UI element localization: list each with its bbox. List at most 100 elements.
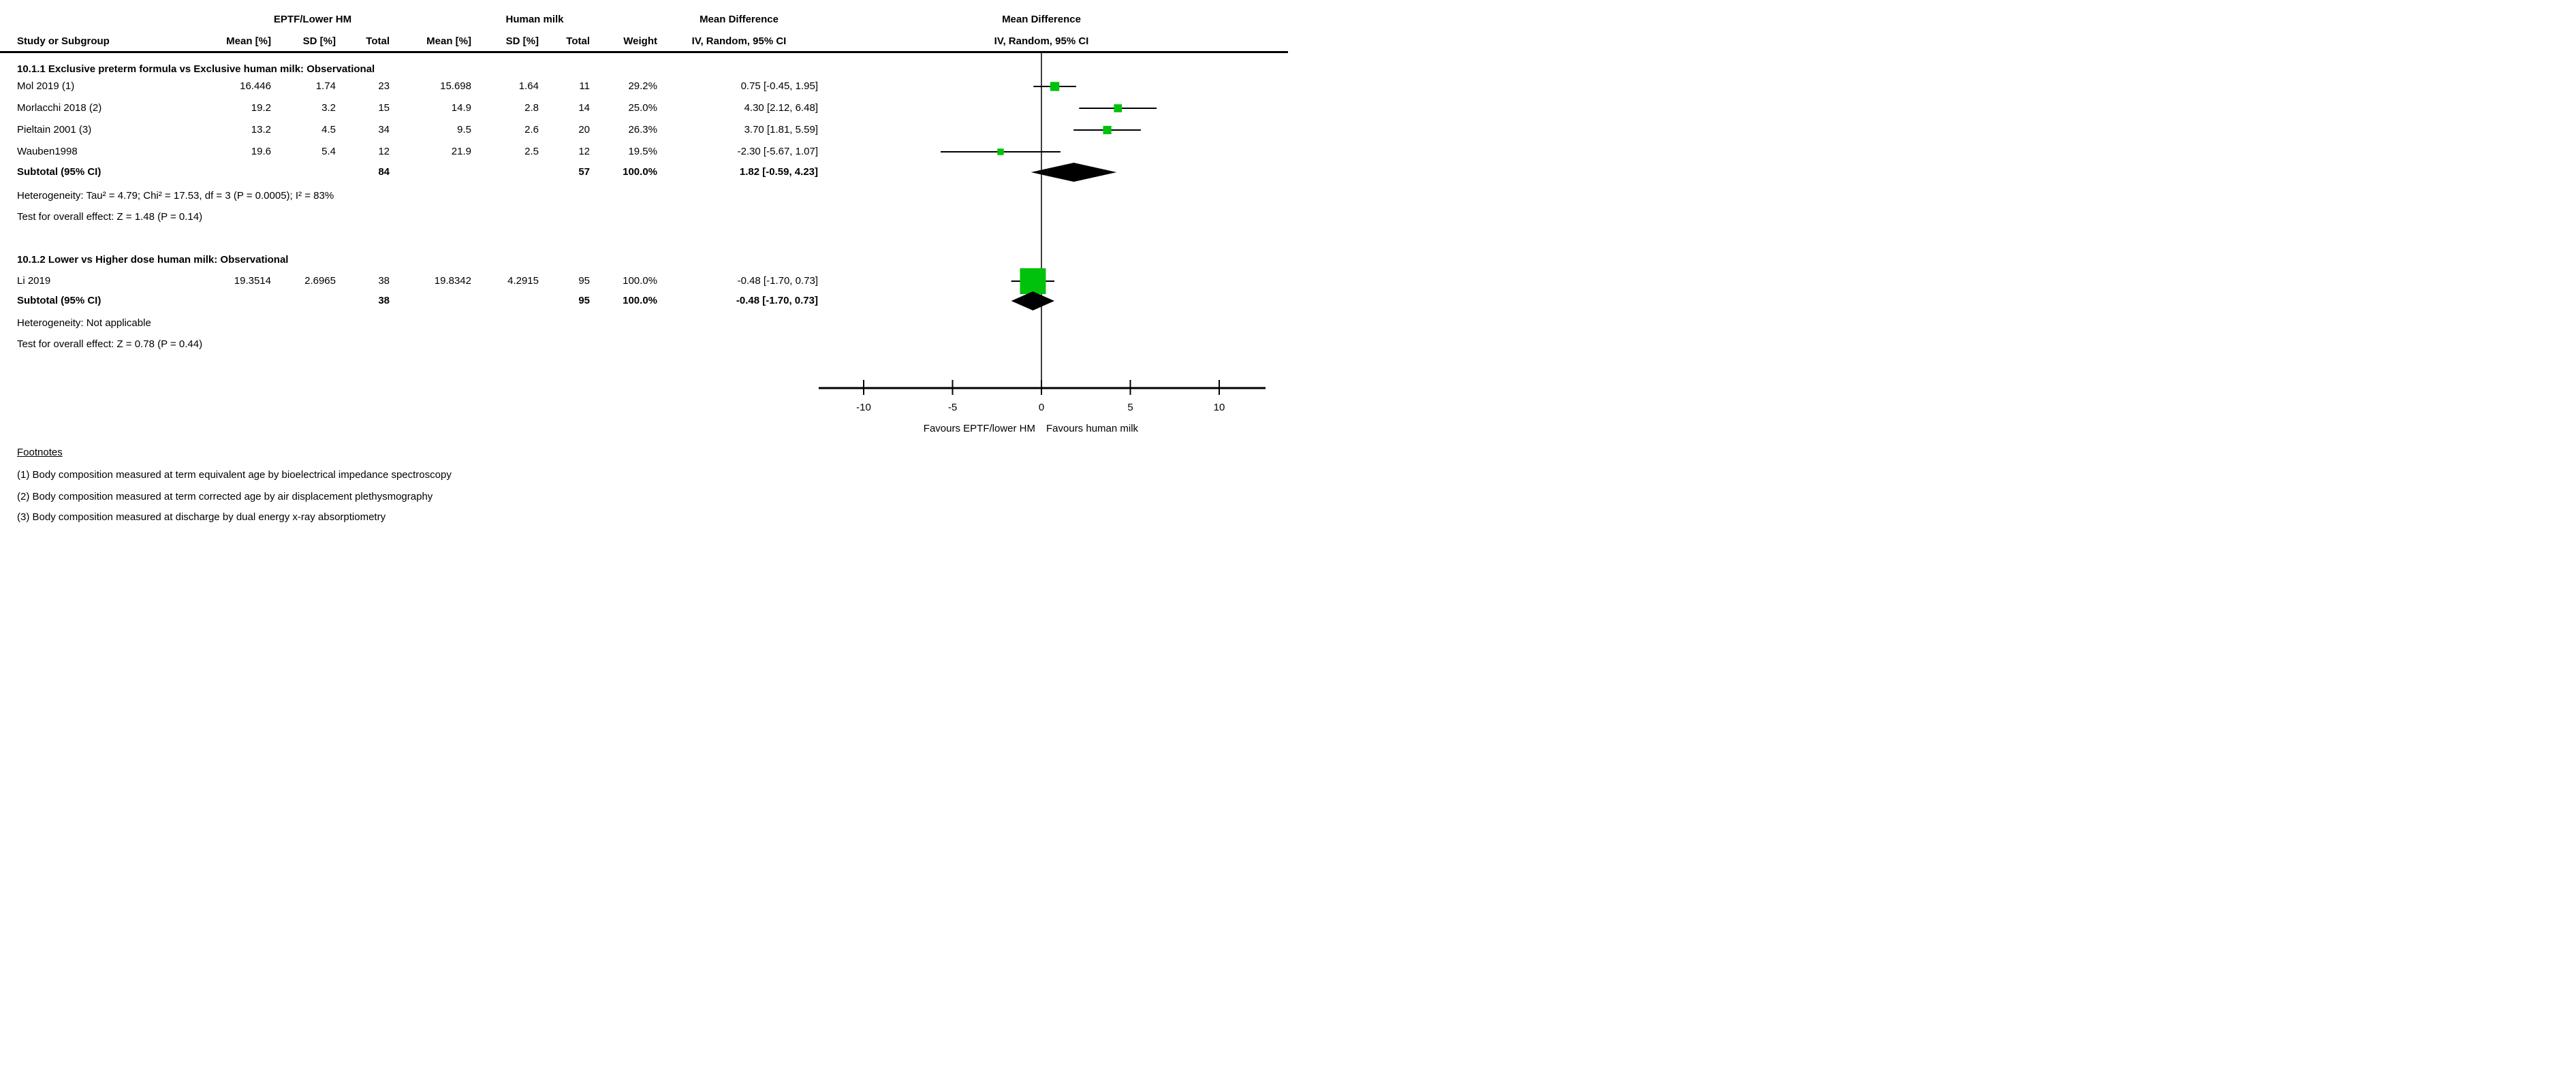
overall-effect-row: Test for overall effect: Z = 0.78 (P = 0…: [0, 338, 1288, 351]
header-divider-line: [0, 51, 1288, 53]
effect-header: Mean Difference: [700, 14, 779, 25]
total2-value: 20: [578, 124, 590, 135]
col-header-ci: IV, Random, 95% CI: [691, 35, 787, 47]
effect-square: [1103, 125, 1112, 135]
overall-effect-row: Test for overall effect: Z = 1.48 (P = 0…: [0, 210, 1288, 224]
total1-value: 38: [378, 275, 390, 287]
sd1-value: 4.5: [321, 124, 336, 135]
mean1-value: 19.2: [251, 102, 271, 114]
col-header-study: Study or Subgroup: [17, 35, 110, 47]
subtotal-row: Subtotal (95% CI) 84 57 100.0% 1.82 [-0.…: [0, 165, 1288, 179]
sd2-value: 4.2915: [507, 275, 539, 287]
tick-label: 0: [1039, 402, 1044, 413]
forest-plot-figure: EPTF/Lower HM Human milk Mean Difference…: [0, 0, 1288, 538]
sd1-value: 3.2: [321, 102, 336, 114]
subtotal-label: Subtotal (95% CI): [17, 295, 101, 306]
footnote-row: (1) Body composition measured at term eq…: [0, 468, 1288, 482]
tick-label: 5: [1127, 402, 1133, 413]
study-row: Morlacchi 2018 (2) 19.2 3.2 15 14.9 2.8 …: [0, 101, 1288, 115]
tick-label: -5: [948, 402, 957, 413]
plot-header-line1: Mean Difference: [1002, 14, 1081, 25]
favours-left-label: Favours EPTF/lower HM: [924, 423, 1035, 434]
subtotal-diamond: [1031, 163, 1117, 182]
total1-value: 15: [378, 102, 390, 114]
footnote-row: (3) Body composition measured at dischar…: [0, 511, 1288, 524]
subtotal-total2: 95: [578, 295, 590, 306]
total1-value: 34: [378, 124, 390, 135]
heterogeneity-row: Heterogeneity: Not applicable: [0, 317, 1288, 330]
mean2-value: 14.9: [451, 102, 471, 114]
heterogeneity-row: Heterogeneity: Tau² = 4.79; Chi² = 17.53…: [0, 189, 1288, 203]
col-header-total2: Total: [566, 35, 590, 47]
footnotes-title: Footnotes: [17, 447, 63, 458]
study-row: Mol 2019 (1) 16.446 1.74 23 15.698 1.64 …: [0, 80, 1288, 93]
sd1-value: 2.6965: [304, 275, 336, 287]
subtotal-ci: -0.48 [-1.70, 0.73]: [736, 295, 818, 306]
footnotes-header-row: Footnotes: [0, 446, 1288, 460]
subtotal-row: Subtotal (95% CI) 38 95 100.0% -0.48 [-1…: [0, 294, 1288, 308]
sd2-value: 2.5: [524, 146, 539, 157]
sd1-value: 1.74: [315, 80, 336, 92]
subtotal-weight: 100.0%: [623, 166, 657, 178]
footnote-text: (2) Body composition measured at term co…: [17, 491, 433, 502]
weight-value: 100.0%: [623, 275, 657, 287]
weight-value: 26.3%: [628, 124, 657, 135]
section-title: 10.1.2 Lower vs Higher dose human milk: …: [17, 254, 289, 266]
col-header-mean2: Mean [%]: [426, 35, 471, 47]
effect-square: [1114, 104, 1122, 112]
col-header-weight: Weight: [623, 35, 657, 47]
total1-value: 12: [378, 146, 390, 157]
study-label: Li 2019: [17, 275, 51, 287]
sd1-value: 5.4: [321, 146, 336, 157]
mean1-value: 19.6: [251, 146, 271, 157]
study-label: Morlacchi 2018 (2): [17, 102, 102, 114]
section-header: 10.1.1 Exclusive preterm formula vs Excl…: [0, 63, 1288, 76]
subtotal-label: Subtotal (95% CI): [17, 166, 101, 178]
total2-value: 12: [578, 146, 590, 157]
favours-right-label: Favours human milk: [1046, 423, 1139, 434]
heterogeneity-text: Heterogeneity: Not applicable: [17, 317, 151, 329]
col-header-sd1: SD [%]: [302, 35, 336, 47]
sd2-value: 2.6: [524, 124, 539, 135]
ci-value: -0.48 [-1.70, 0.73]: [737, 275, 818, 287]
subtotal-total2: 57: [578, 166, 590, 178]
subtotal-weight: 100.0%: [623, 295, 657, 306]
footnote-text: (3) Body composition measured at dischar…: [17, 511, 386, 523]
col-header-total1: Total: [366, 35, 390, 47]
study-row: Pieltain 2001 (3) 13.2 4.5 34 9.5 2.6 20…: [0, 123, 1288, 137]
subtotal-total1: 38: [378, 295, 390, 306]
experimental-group-header: EPTF/Lower HM: [273, 14, 352, 25]
ci-value: -2.30 [-5.67, 1.07]: [737, 146, 818, 157]
mean2-value: 9.5: [457, 124, 471, 135]
study-row: Wauben1998 19.6 5.4 12 21.9 2.5 12 19.5%…: [0, 145, 1288, 159]
effect-square: [1050, 82, 1060, 91]
mean1-value: 16.446: [240, 80, 271, 92]
tick-label: 10: [1214, 402, 1225, 413]
mean2-value: 15.698: [440, 80, 471, 92]
column-header-row: Study or Subgroup Mean [%] SD [%] Total …: [0, 35, 1288, 48]
sd2-value: 1.64: [518, 80, 539, 92]
study-label: Wauben1998: [17, 146, 78, 157]
sd2-value: 2.8: [524, 102, 539, 114]
footnote-row: (2) Body composition measured at term co…: [0, 490, 1288, 504]
section-title: 10.1.1 Exclusive preterm formula vs Excl…: [17, 63, 375, 75]
effect-square: [1020, 268, 1046, 294]
overall-effect-text: Test for overall effect: Z = 1.48 (P = 0…: [17, 211, 203, 223]
tick-label: -10: [856, 402, 871, 413]
ci-value: 3.70 [1.81, 5.59]: [744, 124, 818, 135]
study-row: Li 2019 19.3514 2.6965 38 19.8342 4.2915…: [0, 274, 1288, 288]
control-group-header: Human milk: [505, 14, 564, 25]
mean1-value: 19.3514: [234, 275, 271, 287]
ci-value: 4.30 [2.12, 6.48]: [744, 102, 818, 114]
total1-value: 23: [378, 80, 390, 92]
weight-value: 25.0%: [628, 102, 657, 114]
total2-value: 95: [578, 275, 590, 287]
total2-value: 11: [579, 80, 590, 92]
col-header-mean1: Mean [%]: [226, 35, 271, 47]
weight-value: 19.5%: [628, 146, 657, 157]
heterogeneity-text: Heterogeneity: Tau² = 4.79; Chi² = 17.53…: [17, 190, 334, 202]
subtotal-total1: 84: [378, 166, 390, 178]
effect-square: [997, 148, 1004, 155]
col-header-sd2: SD [%]: [505, 35, 539, 47]
weight-value: 29.2%: [628, 80, 657, 92]
